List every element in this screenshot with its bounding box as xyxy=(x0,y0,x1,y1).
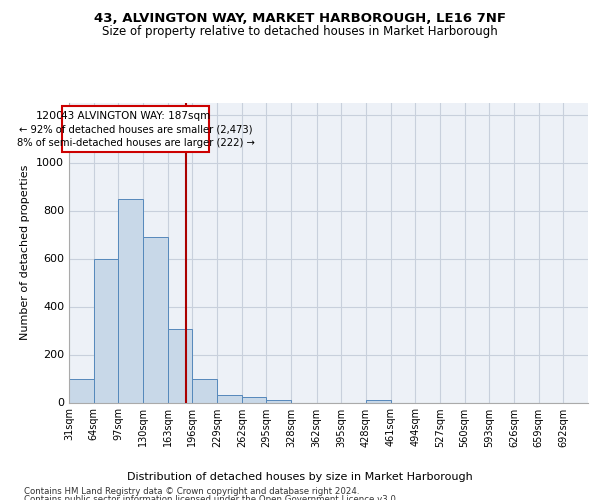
Text: Contains public sector information licensed under the Open Government Licence v3: Contains public sector information licen… xyxy=(24,495,398,500)
Bar xyxy=(217,396,242,402)
Bar xyxy=(69,378,94,402)
Bar xyxy=(242,397,266,402)
Bar xyxy=(118,198,143,402)
Bar xyxy=(168,330,193,402)
Bar xyxy=(193,378,217,402)
Bar xyxy=(143,237,168,402)
Text: 43, ALVINGTON WAY, MARKET HARBOROUGH, LE16 7NF: 43, ALVINGTON WAY, MARKET HARBOROUGH, LE… xyxy=(94,12,506,26)
Text: 43 ALVINGTON WAY: 187sqm: 43 ALVINGTON WAY: 187sqm xyxy=(61,110,210,120)
Text: ← 92% of detached houses are smaller (2,473): ← 92% of detached houses are smaller (2,… xyxy=(19,124,253,134)
Text: Distribution of detached houses by size in Market Harborough: Distribution of detached houses by size … xyxy=(127,472,473,482)
Bar xyxy=(62,106,209,152)
Y-axis label: Number of detached properties: Number of detached properties xyxy=(20,165,31,340)
Bar xyxy=(266,400,291,402)
Bar xyxy=(94,258,118,402)
Text: 8% of semi-detached houses are larger (222) →: 8% of semi-detached houses are larger (2… xyxy=(17,138,254,148)
Bar xyxy=(366,400,391,402)
Text: Size of property relative to detached houses in Market Harborough: Size of property relative to detached ho… xyxy=(102,25,498,38)
Text: Contains HM Land Registry data © Crown copyright and database right 2024.: Contains HM Land Registry data © Crown c… xyxy=(24,488,359,496)
